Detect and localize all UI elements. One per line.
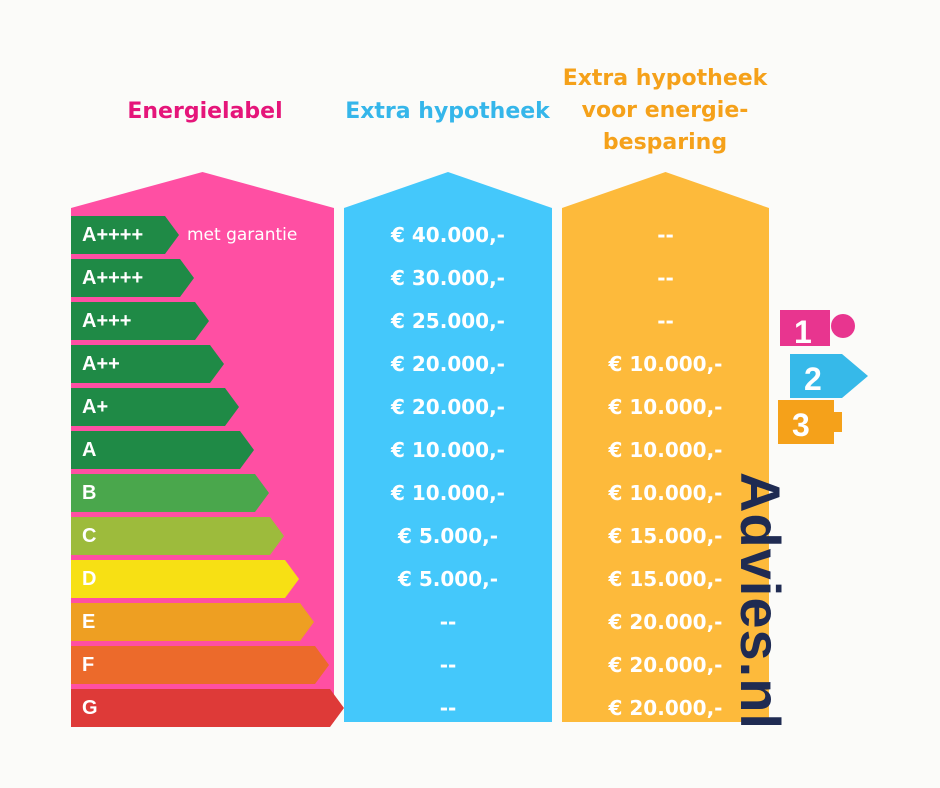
123-advies-logo: 1 2 3 <box>778 310 868 444</box>
energy-label-arrow: D <box>71 560 299 598</box>
energy-label-arrow: E <box>71 603 314 641</box>
extra-hypotheek-amount: € 5.000,- <box>397 524 499 548</box>
energy-label-arrow-shape <box>71 474 269 512</box>
energy-label-text: A++ <box>82 353 120 375</box>
header-line-2: voor energie- <box>581 98 749 123</box>
energy-label-text: A++++ <box>82 267 144 289</box>
energiebesparing-amount: € 15.000,- <box>608 567 723 591</box>
energy-label-arrow-shape <box>71 216 179 254</box>
energiebesparing-amount: € 15.000,- <box>608 524 723 548</box>
energy-label-arrow-shape <box>71 259 194 297</box>
header-extra-hypotheek-energiebesparing: Extra hypotheek voor energie- besparing <box>550 63 780 159</box>
energiebesparing-amount: € 10.000,- <box>608 352 723 376</box>
extra-hypotheek-amount: -- <box>439 653 457 677</box>
energy-label-arrow-shape <box>71 517 284 555</box>
energy-label-arrow-shape <box>71 603 314 641</box>
extra-hypotheek-rows: € 40.000,- € 30.000,- € 25.000,- € 20.000,-… <box>344 172 552 722</box>
extra-hypotheek-amount: -- <box>439 610 457 634</box>
header-line-1: Extra hypotheek <box>562 66 768 91</box>
energy-label-arrow: G <box>71 689 344 727</box>
energiebesparing-amount: € 10.000,- <box>608 481 723 505</box>
header-energielabel: Energielabel <box>127 99 283 124</box>
energy-label-arrow: A+ <box>71 388 239 426</box>
energy-label-arrow: B <box>71 474 269 512</box>
header-extra-hypotheek: Extra hypotheek <box>345 99 550 124</box>
digit-2: 2 <box>804 361 822 397</box>
energiebesparing-amount: € 10.000,- <box>608 395 723 419</box>
extra-hypotheek-column: € 40.000,- € 30.000,- € 25.000,- € 20.000,-… <box>344 172 552 722</box>
energy-label-arrow-shape <box>71 388 239 426</box>
energy-label-arrow-shape <box>71 302 209 340</box>
digit-1: 1 <box>794 314 812 350</box>
extra-hypotheek-column-shape <box>344 172 552 722</box>
energy-label-arrow-shape <box>71 431 254 469</box>
energy-label-text: C <box>82 525 97 547</box>
energy-label-arrow-shape <box>71 345 224 383</box>
energiebesparing-rows: -- -- -- € 10.000,- € 10.000,- € 10.000,- € 10… <box>562 172 769 722</box>
energiebesparing-amount: -- <box>657 309 674 333</box>
extra-hypotheek-amount: € 30.000,- <box>391 266 505 290</box>
extra-hypotheek-amount: € 25.000,- <box>391 309 505 333</box>
energiebesparing-amount: -- <box>657 223 674 247</box>
digit-1-icon: 1 <box>780 310 855 350</box>
energiebesparing-amount: € 20.000,- <box>608 696 723 720</box>
energiebesparing-amount: -- <box>657 266 674 290</box>
guarantee-note: met garantie <box>187 225 298 245</box>
energiebesparing-column: -- -- -- € 10.000,- € 10.000,- € 10.000,- € 10… <box>562 172 769 722</box>
extra-hypotheek-amount: € 10.000,- <box>391 481 505 505</box>
energy-label-arrow: F <box>71 646 329 684</box>
energy-label-text: F <box>82 654 95 676</box>
digit-3-icon: 3 <box>778 400 842 444</box>
energy-label-arrow-shape <box>71 560 299 598</box>
extra-hypotheek-amount: € 20.000,- <box>391 395 505 419</box>
energy-label-text: B <box>82 482 97 504</box>
energy-label-arrow: C <box>71 517 284 555</box>
digit-2-icon: 2 <box>790 354 868 398</box>
extra-hypotheek-amount: € 40.000,- <box>391 223 505 247</box>
energy-label-arrow: A++++ <box>71 259 194 297</box>
brand-name: Advies.nl <box>729 472 792 730</box>
energy-label-text: E <box>82 611 96 633</box>
energy-label-arrow: A+++ <box>71 302 209 340</box>
energiebesparing-amount: € 20.000,- <box>608 610 723 634</box>
header-line-3: besparing <box>602 130 728 155</box>
energielabel-column: A++++ met garantie A++++ A+++ A++ A+ A B C D E F G <box>71 172 344 727</box>
energy-label-arrow: A <box>71 431 254 469</box>
energy-label-text: A+ <box>82 396 109 418</box>
energy-label-text: A <box>82 439 97 461</box>
energy-label-text: D <box>82 568 97 590</box>
energiebesparing-amount: € 20.000,- <box>608 653 723 677</box>
energy-label-arrow-shape <box>71 689 344 727</box>
energy-label-arrow-shape <box>71 646 329 684</box>
extra-hypotheek-amount: € 20.000,- <box>391 352 505 376</box>
extra-hypotheek-amount: € 10.000,- <box>391 438 505 462</box>
energielabel-rows: A++++ met garantie A++++ A+++ A++ A+ A B C D E F G <box>71 172 344 727</box>
extra-hypotheek-amount: -- <box>439 696 457 720</box>
energiebesparing-column-shape <box>562 172 769 722</box>
energy-label-text: A+++ <box>82 310 132 332</box>
digit-3: 3 <box>792 407 810 443</box>
energy-label-text: G <box>82 697 98 719</box>
energiebesparing-amount: € 10.000,- <box>608 438 723 462</box>
energy-label-text: A++++ <box>82 224 144 246</box>
energy-label-arrow: A++ <box>71 345 224 383</box>
energy-label-arrow: A++++ <box>71 216 179 254</box>
extra-hypotheek-amount: € 5.000,- <box>397 567 499 591</box>
